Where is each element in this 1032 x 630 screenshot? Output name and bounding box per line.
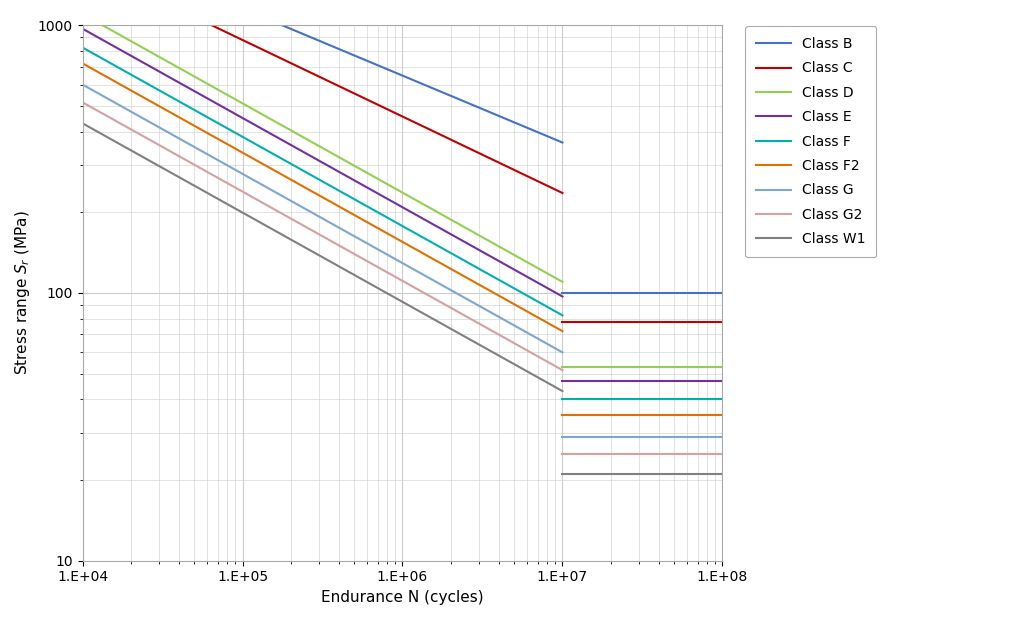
Class F2 <box>556 328 569 335</box>
Class B <box>481 107 493 115</box>
Class G2 <box>362 258 375 265</box>
Class C <box>481 153 493 161</box>
Class F2 <box>362 219 375 227</box>
Class G2 <box>481 324 493 332</box>
Class E <box>556 293 569 301</box>
Class G2 <box>78 100 91 107</box>
Line: Class B: Class B <box>83 0 562 142</box>
Class C <box>362 96 375 104</box>
Class F <box>362 203 375 211</box>
Class E <box>78 26 91 33</box>
Class F <box>370 208 383 215</box>
Class C <box>360 96 373 103</box>
Class C <box>556 189 569 197</box>
Class F <box>481 270 493 277</box>
Line: Class F2: Class F2 <box>83 64 562 331</box>
Class W1 <box>360 278 373 285</box>
Class G <box>360 239 373 247</box>
Class D <box>556 278 569 285</box>
Line: Class F: Class F <box>83 48 562 316</box>
Class W1 <box>481 345 493 353</box>
Class G <box>370 244 383 252</box>
Class F <box>76 44 89 52</box>
Class W1 <box>556 387 569 395</box>
Class F2 <box>360 218 373 226</box>
Class C <box>511 168 523 175</box>
Class G <box>556 348 569 356</box>
Line: Class C: Class C <box>83 0 562 193</box>
Class W1 <box>511 362 523 370</box>
Class G <box>78 82 91 89</box>
Class D <box>481 236 493 244</box>
Class D <box>362 169 375 177</box>
Class F2 <box>481 285 493 293</box>
Class B <box>360 57 373 64</box>
Class E <box>76 25 89 33</box>
Class D <box>370 175 383 182</box>
Class B <box>362 57 375 65</box>
Class E <box>370 189 383 197</box>
Class G <box>511 323 523 331</box>
Class G <box>76 81 89 88</box>
Line: Class E: Class E <box>83 29 562 297</box>
Class W1 <box>370 284 383 291</box>
Class F2 <box>511 302 523 310</box>
Class E <box>511 268 523 275</box>
Class D <box>78 11 91 19</box>
Class G <box>481 306 493 314</box>
Line: Class G: Class G <box>83 84 562 352</box>
Line: Class G2: Class G2 <box>83 102 562 370</box>
Class E <box>360 183 373 191</box>
Line: Class D: Class D <box>83 14 562 282</box>
Class W1 <box>78 120 91 128</box>
Legend: Class B, Class C, Class D, Class E, Class F, Class F2, Class G, Class G2, Class : Class B, Class C, Class D, Class E, Clas… <box>745 26 876 258</box>
Class F <box>360 202 373 210</box>
Class F <box>556 312 569 319</box>
Line: Class W1: Class W1 <box>83 123 562 391</box>
Class D <box>511 253 523 261</box>
Class F <box>78 45 91 52</box>
Class W1 <box>76 120 89 127</box>
Class E <box>362 185 375 192</box>
Class G2 <box>370 263 383 270</box>
Class G2 <box>76 98 89 106</box>
X-axis label: Endurance N (cycles): Endurance N (cycles) <box>321 590 484 605</box>
Class B <box>370 61 383 69</box>
Class G2 <box>556 366 569 374</box>
Class D <box>360 169 373 176</box>
Class G <box>362 240 375 248</box>
Class D <box>76 10 89 18</box>
Class F2 <box>76 60 89 67</box>
Class F2 <box>370 224 383 231</box>
Class F2 <box>78 60 91 68</box>
Class E <box>481 251 493 258</box>
Class W1 <box>362 279 375 287</box>
Class B <box>511 120 523 127</box>
Class G2 <box>511 341 523 349</box>
Class G2 <box>360 257 373 265</box>
Y-axis label: Stress range $S_r$ (MPa): Stress range $S_r$ (MPa) <box>13 210 32 375</box>
Class B <box>556 139 569 146</box>
Class C <box>370 100 383 108</box>
Class F <box>511 287 523 294</box>
